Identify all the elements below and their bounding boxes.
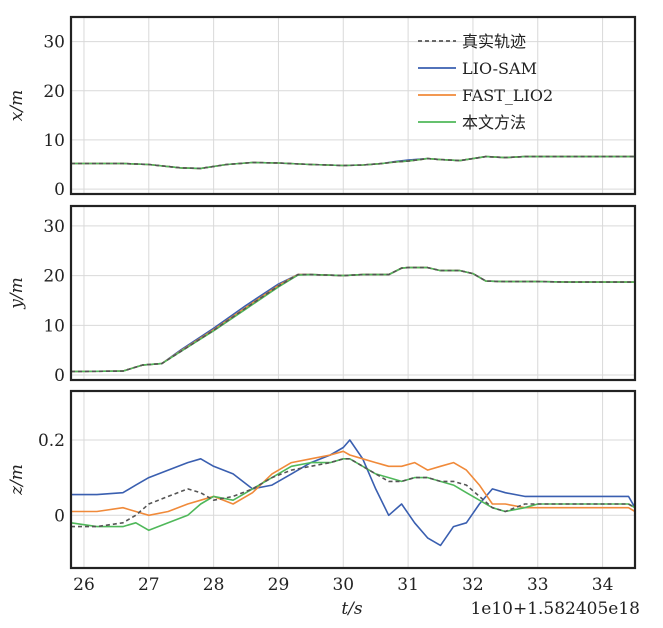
legend-item: FAST_LIO2 (418, 86, 553, 105)
y-tick-label: 10 (43, 131, 65, 151)
x-tick-label: 29 (268, 575, 290, 595)
series-line-0 (71, 457, 636, 528)
y-tick-label: 30 (43, 217, 65, 237)
y-axis-label: y/m (7, 277, 27, 309)
series-line-1 (71, 155, 635, 170)
x-tick-label: 27 (138, 575, 160, 595)
x-ticks: 26 27 28 29 30 31 32 33 34 (73, 575, 613, 595)
y-axis-label: z/m (7, 464, 27, 496)
x-tick-label: 32 (462, 575, 484, 595)
legend-label: LIO-SAM (462, 59, 537, 78)
x-tick-label: 30 (332, 575, 354, 595)
legend-item: LIO-SAM (418, 59, 537, 78)
y-tick-label: 20 (43, 267, 65, 287)
series-line-3 (70, 266, 635, 373)
y-tick-label: 0 (54, 506, 65, 526)
x-tick-label: 26 (73, 575, 95, 595)
legend-item: 本文方法 (418, 113, 526, 132)
plot-frame (69, 204, 637, 382)
legend-label: FAST_LIO2 (462, 86, 553, 105)
panel-1: 0 10 20 30 y/m (7, 204, 637, 386)
plot-frame (69, 389, 637, 570)
panel-2: 0 0.2 z/m (7, 389, 637, 570)
legend-label: 真实轨迹 (462, 32, 526, 51)
y-tick-label: 20 (43, 82, 65, 102)
y-tick-label: 30 (43, 33, 65, 53)
series-line-0 (70, 266, 635, 373)
y-tick-label: 10 (43, 316, 65, 336)
y-tick-label: 0.2 (38, 431, 65, 451)
y-axis-label: x/m (7, 90, 27, 121)
legend-label: 本文方法 (462, 113, 526, 132)
series-line-3 (70, 457, 636, 532)
series-line-2 (71, 450, 636, 517)
panels: 0 10 20 30 x/m 0 10 20 30 y/m 0 0.2 z/m 26 27 28 29 30 31 3… (7, 15, 637, 595)
series-line-0 (71, 155, 635, 170)
y-tick-label: 0 (54, 180, 65, 200)
legend: 真实轨迹 LIO-SAM FAST_LIO2 本文方法 (418, 32, 553, 132)
y-tick-label: 0 (54, 366, 65, 386)
x-axis-label: t/s (341, 599, 363, 619)
x-tick-label: 31 (397, 575, 419, 595)
series-line-2 (71, 155, 635, 170)
series-line-2 (70, 266, 635, 373)
series-line-3 (71, 155, 635, 170)
x-tick-label: 28 (203, 575, 225, 595)
series-line-1 (70, 266, 635, 373)
offset-text: 1e10+1.582405e18 (470, 599, 640, 619)
panel-0: 0 10 20 30 x/m (7, 15, 637, 200)
plot-frame (69, 15, 637, 196)
x-tick-label: 34 (592, 575, 614, 595)
x-tick-label: 33 (527, 575, 549, 595)
legend-item: 真实轨迹 (418, 32, 526, 51)
